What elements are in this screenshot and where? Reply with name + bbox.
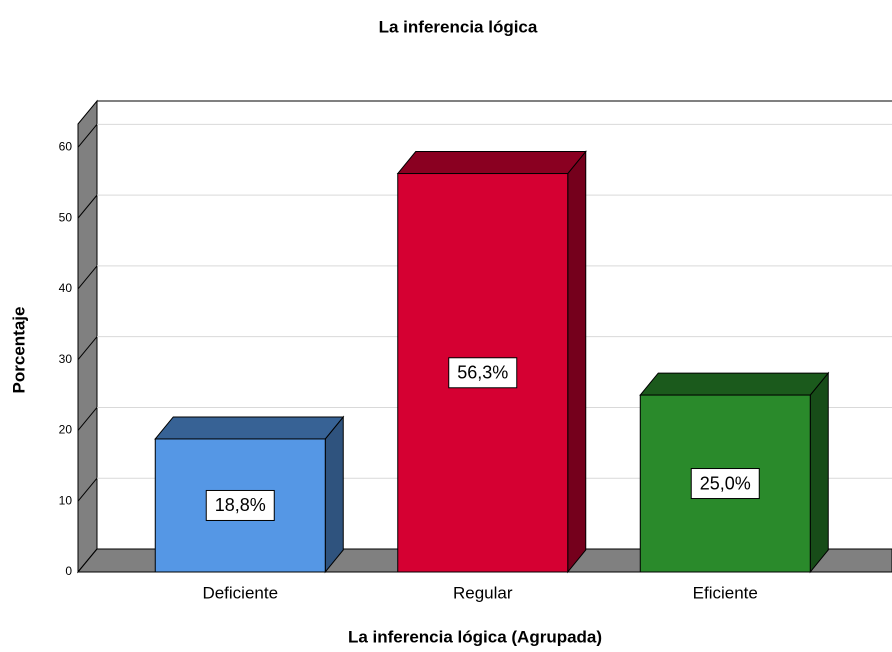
bar-side xyxy=(324,415,344,574)
x-axis-label: La inferencia lógica (Agrupada) xyxy=(348,627,602,646)
value-label: 25,0% xyxy=(700,473,751,493)
chart-title: La inferencia lógica xyxy=(379,17,538,36)
y-tick xyxy=(77,477,98,502)
value-label: 56,3% xyxy=(457,363,508,383)
y-axis-label: Porcentaje xyxy=(9,307,28,394)
bar-top xyxy=(639,372,830,396)
bar-top xyxy=(154,416,345,440)
y-tick-label: 0 xyxy=(65,564,72,578)
value-label: 18,8% xyxy=(215,495,266,515)
bar-top xyxy=(396,151,587,175)
y-tick xyxy=(77,407,98,431)
y-tick xyxy=(77,336,98,360)
bar-side xyxy=(809,371,829,574)
y-tick xyxy=(77,265,98,290)
value-label-box xyxy=(448,357,518,389)
y-tick-label: 30 xyxy=(59,352,73,366)
y-tick-label: 40 xyxy=(59,281,73,295)
plot: 0 10 20 30 40 50 60 Deficiente 18,8% Regular 56,3%… xyxy=(59,99,892,602)
y-tick-label: 20 xyxy=(59,423,73,437)
y-tick xyxy=(77,194,98,219)
y-tick-label: 60 xyxy=(59,140,73,154)
side-wall xyxy=(77,99,98,574)
x-tick-label: Eficiente xyxy=(693,583,758,602)
y-tick-label: 50 xyxy=(59,210,73,224)
x-tick-label: Deficiente xyxy=(202,583,278,602)
y-tick xyxy=(77,124,98,148)
y-tick-label: 10 xyxy=(59,493,73,507)
value-label-box xyxy=(205,489,275,521)
value-label-box xyxy=(690,468,760,500)
x-tick-label: Regular xyxy=(453,583,513,602)
bar-side xyxy=(567,150,587,574)
